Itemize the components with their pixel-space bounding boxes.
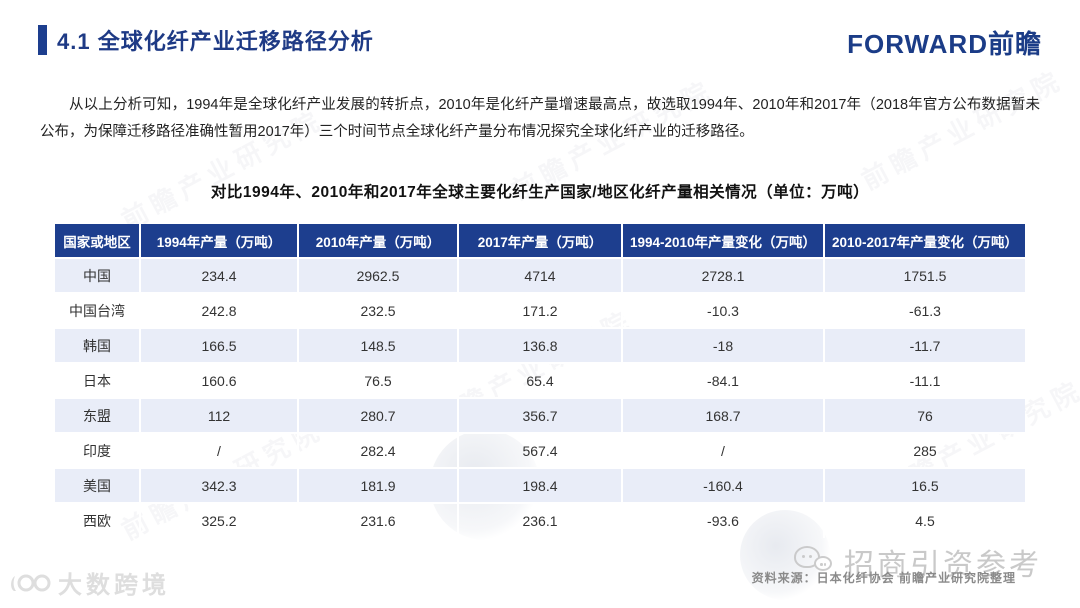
- cell-value: 198.4: [457, 467, 622, 503]
- cell-value: 2728.1: [621, 257, 824, 293]
- cell-value: 76.5: [297, 362, 458, 398]
- watermark-left-text: 大数跨境: [58, 572, 170, 599]
- cell-value: 234.4: [139, 257, 298, 293]
- watermark-right-text: 招商引资参考: [844, 549, 1042, 582]
- cell-value: 282.4: [297, 432, 458, 468]
- column-header: 2017年产量（万吨）: [457, 224, 622, 258]
- watermark-left: 大数跨境: [8, 565, 170, 600]
- cell-value: 168.7: [621, 397, 824, 433]
- cell-value: -11.7: [823, 327, 1025, 363]
- cell-value: 76: [823, 397, 1025, 433]
- column-header: 1994-2010年产量变化（万吨）: [621, 224, 824, 258]
- cell-value: 2962.5: [297, 257, 458, 293]
- cell-value: 342.3: [139, 467, 298, 503]
- cell-value: 567.4: [457, 432, 622, 468]
- column-header: 2010年产量（万吨）: [297, 224, 458, 258]
- production-table: 国家或地区 1994年产量（万吨） 2010年产量（万吨） 2017年产量（万吨…: [55, 224, 1025, 538]
- column-header: 2010-2017年产量变化（万吨）: [823, 224, 1025, 258]
- cell-value: 16.5: [823, 467, 1025, 503]
- cell-value: 136.8: [457, 327, 622, 363]
- table-header: 国家或地区 1994年产量（万吨） 2010年产量（万吨） 2017年产量（万吨…: [55, 224, 1025, 258]
- cell-value: -10.3: [621, 292, 824, 328]
- table-row: 中国 234.4 2962.5 4714 2728.1 1751.5: [55, 257, 1025, 293]
- cell-value: 285: [823, 432, 1025, 468]
- table-row: 韩国 166.5 148.5 136.8 -18 -11.7: [55, 327, 1025, 363]
- table-row: 印度/282.4 567.4/285: [55, 432, 1025, 468]
- row-label: 日本: [55, 362, 140, 398]
- cell-value: 242.8: [139, 292, 298, 328]
- cell-value: 166.5: [139, 327, 298, 363]
- chat-bubble-icon: [814, 556, 832, 571]
- column-header: 国家或地区: [55, 224, 140, 258]
- cell-value: 231.6: [297, 502, 458, 538]
- cell-value: 148.5: [297, 327, 458, 363]
- watermark-right: 招商引资参考: [794, 540, 1042, 584]
- cell-value: 356.7: [457, 397, 622, 433]
- cell-value: 4714: [457, 257, 622, 293]
- table-row: 中国台湾 242.8 232.5 171.2 -10.3 -61.3: [55, 292, 1025, 328]
- cell-value: -93.6: [621, 502, 824, 538]
- forward-logo: FORWARD前瞻: [847, 29, 1042, 59]
- cell-value: -18: [621, 327, 824, 363]
- cell-value: 171.2: [457, 292, 622, 328]
- row-label: 中国台湾: [55, 292, 140, 328]
- cell-value: 325.2: [139, 502, 298, 538]
- wechat-icon: [794, 544, 838, 580]
- cell-value: 236.1: [457, 502, 622, 538]
- column-header: 1994年产量（万吨）: [139, 224, 298, 258]
- cell-value: 181.9: [297, 467, 458, 503]
- table-body: 中国 234.4 2962.5 4714 2728.1 1751.5 中国台湾 242.8 23…: [55, 257, 1025, 538]
- cell-value: 65.4: [457, 362, 622, 398]
- table-row: 西欧 325.2 231.6 236.1 -93.6 4.5: [55, 502, 1025, 538]
- table-row: 东盟 112 280.7 356.7 168.7 76: [55, 397, 1025, 433]
- slide-header: 4.1 全球化纤产业迁移路径分析 FORWARD前瞻: [38, 24, 1042, 61]
- table-title: 对比1994年、2010年和2017年全球主要化纤生产国家/地区化纤产量相关情况…: [210, 184, 870, 201]
- row-label: 美国: [55, 467, 140, 503]
- source-note: 资料来源：日本化纤协会 前瞻产业研究院整理: [751, 571, 1016, 585]
- row-label: 西欧: [55, 502, 140, 538]
- cell-value: -84.1: [621, 362, 824, 398]
- cell-value: 280.7: [297, 397, 458, 433]
- cell-value: 1751.5: [823, 257, 1025, 293]
- cell-value: /: [139, 432, 298, 468]
- table-row: 日本 160.6 76.5 65.4 -84.1 -11.1: [55, 362, 1025, 398]
- cell-value: -160.4: [621, 467, 824, 503]
- table-header-row: 国家或地区 1994年产量（万吨） 2010年产量（万吨） 2017年产量（万吨…: [55, 224, 1025, 258]
- row-label: 东盟: [55, 397, 140, 433]
- intro-paragraph: 从以上分析可知，1994年是全球化纤产业发展的转折点，2010年是化纤产量增速最…: [40, 97, 1040, 140]
- row-label: 印度: [55, 432, 140, 468]
- page-title: 4.1 全球化纤产业迁移路径分析: [57, 29, 374, 54]
- cell-value: 112: [139, 397, 298, 433]
- cell-value: -61.3: [823, 292, 1025, 328]
- row-label: 韩国: [55, 327, 140, 363]
- cell-value: 232.5: [297, 292, 458, 328]
- cell-value: -11.1: [823, 362, 1025, 398]
- dashu-logo-icon: [11, 574, 51, 591]
- title-wrap: 4.1 全球化纤产业迁移路径分析: [38, 24, 374, 56]
- cell-value: 160.6: [139, 362, 298, 398]
- accent-bar: [38, 25, 47, 55]
- table-row: 美国 342.3 181.9 198.4 -160.4 16.5: [55, 467, 1025, 503]
- row-label: 中国: [55, 257, 140, 293]
- cell-value: /: [621, 432, 824, 468]
- cell-value: 4.5: [823, 502, 1025, 538]
